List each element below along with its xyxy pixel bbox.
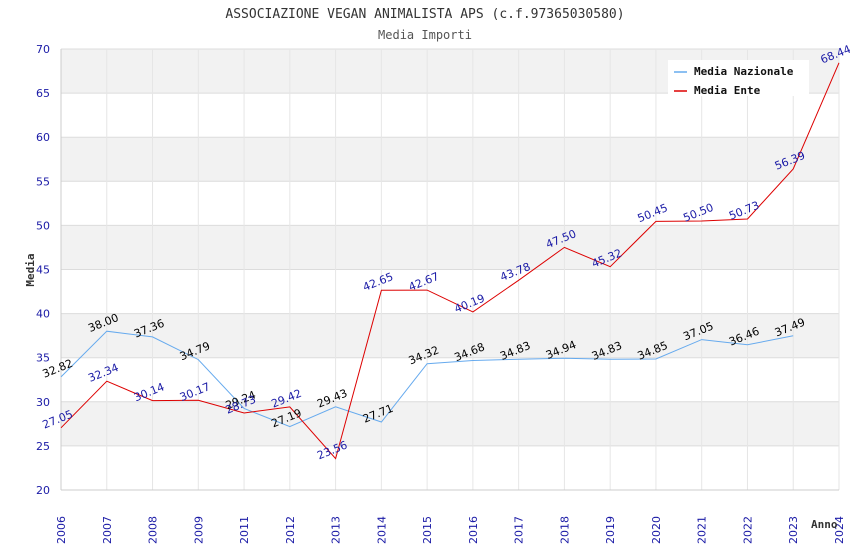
grid-band (61, 269, 839, 314)
grid-band (61, 313, 839, 358)
x-tick-label: 2007 (101, 516, 114, 544)
x-axis-label: Anno (811, 518, 838, 531)
y-tick-label: 65 (36, 87, 50, 100)
x-tick-label: 2023 (787, 516, 800, 544)
x-tick-label: 2021 (696, 516, 709, 544)
x-tick-label: 2011 (238, 516, 251, 544)
y-tick-label: 50 (36, 219, 50, 232)
x-tick-label: 2012 (284, 516, 297, 544)
x-tick-label: 2020 (650, 516, 663, 544)
y-tick-label: 45 (36, 264, 50, 277)
grid-band (61, 225, 839, 270)
x-tick-label: 2022 (741, 516, 754, 544)
x-tick-label: 2016 (467, 516, 480, 544)
x-tick-label: 2008 (147, 516, 160, 544)
y-tick-label: 40 (36, 308, 50, 321)
x-axis-ticks: 2006 2007 2008 2009 2011 2012 2013 2014 2015 2016… (55, 516, 846, 544)
grid-band (61, 137, 839, 182)
legend: Media Nazionale Media Ente (668, 60, 809, 97)
y-tick-label: 25 (36, 440, 50, 453)
x-tick-label: 2014 (375, 516, 388, 544)
legend-box (668, 60, 809, 96)
y-tick-label: 55 (36, 175, 50, 188)
legend-label-media-ente: Media Ente (694, 84, 761, 97)
y-tick-label: 35 (36, 352, 50, 365)
gridlines (60, 48, 840, 491)
x-tick-label: 2006 (55, 516, 68, 544)
x-tick-label: 2013 (330, 516, 343, 544)
x-tick-label: 2019 (604, 516, 617, 544)
series-line-media-nazionale (60, 330, 794, 428)
x-tick-label: 2018 (558, 516, 571, 544)
grid-band (61, 401, 839, 446)
y-tick-label: 60 (36, 131, 50, 144)
grid-bands (61, 49, 839, 490)
grid-band (61, 93, 839, 138)
x-tick-label: 2017 (513, 516, 526, 544)
x-tick-label: 2015 (421, 516, 434, 544)
y-axis-label: Media (24, 253, 37, 286)
grid-band (61, 445, 839, 490)
y-tick-label: 30 (36, 396, 50, 409)
chart-subtitle: Media Importi (378, 28, 472, 42)
series-lines (60, 62, 840, 460)
grid-band (61, 181, 839, 226)
legend-label-media-nazionale: Media Nazionale (694, 65, 794, 78)
x-tick-label: 2009 (192, 516, 205, 544)
chart-title: ASSOCIAZIONE VEGAN ANIMALISTA APS (c.f.9… (225, 7, 624, 22)
x-tick-label: 2024 (833, 516, 846, 544)
series-line-media-ente (60, 62, 840, 460)
y-tick-label: 70 (36, 43, 50, 56)
y-axis-ticks: 20 25 30 35 40 45 50 55 60 65 70 (36, 43, 50, 497)
y-tick-label: 20 (36, 484, 50, 497)
grid-band (61, 357, 839, 402)
